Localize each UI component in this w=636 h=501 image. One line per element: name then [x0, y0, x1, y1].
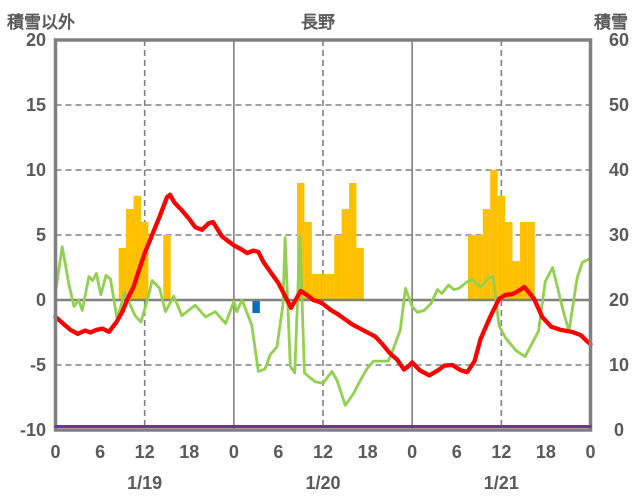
x-axis-hour-tick: 6: [95, 442, 106, 462]
y-axis-right-tick: 30: [608, 225, 630, 245]
chart-title: 長野: [301, 13, 335, 32]
x-axis-date-label: 1/19: [127, 473, 163, 493]
x-axis-hour-tick: 6: [273, 442, 284, 462]
sunshine-bar: [527, 222, 535, 300]
x-axis-hour-tick: 6: [451, 442, 462, 462]
y-axis-right-tick: 20: [608, 290, 630, 310]
left-axis-title: 積雪以外: [7, 13, 75, 32]
y-axis-right-tick: 40: [608, 160, 630, 180]
sunshine-bar: [319, 274, 327, 300]
right-axis-title: 積雪: [594, 13, 628, 32]
x-axis-hour-tick: 12: [491, 442, 512, 462]
plot-border: [53, 38, 593, 432]
y-axis-right-tick: 0: [613, 420, 624, 440]
y-axis-left-tick: -5: [29, 355, 46, 375]
sunshine-bar: [118, 248, 127, 300]
y-axis-right-tick: 60: [608, 30, 630, 50]
x-axis-hour-tick: 18: [179, 442, 200, 462]
y-axis-right-tick: 50: [608, 95, 630, 115]
sunshine-bar: [349, 183, 357, 300]
x-axis-date-label: 1/21: [483, 473, 519, 493]
y-axis-right-tick: 10: [608, 355, 630, 375]
y-axis-left-tick: 5: [35, 225, 46, 245]
sunshine-bar: [482, 209, 491, 300]
x-axis-hour-tick: 0: [228, 442, 239, 462]
y-axis-left-tick: -10: [19, 420, 46, 440]
sunshine-bar: [311, 274, 320, 300]
green-line: [54, 234, 592, 407]
sunshine-bar: [341, 209, 350, 300]
y-axis-left-tick: 0: [35, 290, 46, 310]
sunshine-bar: [326, 274, 335, 300]
x-axis-hour-tick: 18: [357, 442, 378, 462]
precip-bar: [252, 300, 260, 313]
sunshine-bar: [140, 222, 149, 300]
red-temperature-line: [53, 192, 593, 378]
y-axis-left-tick: 10: [25, 160, 46, 180]
sunshine-bar: [163, 235, 171, 300]
sunshine-bar: [126, 209, 134, 300]
x-axis-hour-tick: 0: [50, 442, 61, 462]
sunshine-bar: [490, 170, 498, 300]
x-axis-hour-tick: 18: [535, 442, 556, 462]
sunshine-bar: [304, 222, 312, 300]
sunshine-bar: [356, 248, 364, 300]
sunshine-bar: [497, 196, 506, 300]
x-axis-date-label: 1/20: [305, 473, 341, 493]
sunshine-bar: [512, 261, 520, 300]
sunshine-bar: [475, 235, 483, 300]
x-axis-hour-tick: 0: [585, 442, 596, 462]
y-axis-left-tick: 20: [25, 30, 46, 50]
sunshine-bar: [133, 196, 141, 300]
x-axis-hour-tick: 12: [312, 442, 334, 462]
sunshine-bar: [519, 222, 528, 300]
x-axis-hour-tick: 12: [134, 442, 155, 462]
sunshine-bar: [505, 222, 513, 300]
sunshine-bar: [334, 235, 342, 300]
y-axis-left-tick: 15: [25, 95, 46, 115]
x-axis-hour-tick: 0: [407, 442, 418, 462]
sunshine-bar: [467, 235, 476, 300]
